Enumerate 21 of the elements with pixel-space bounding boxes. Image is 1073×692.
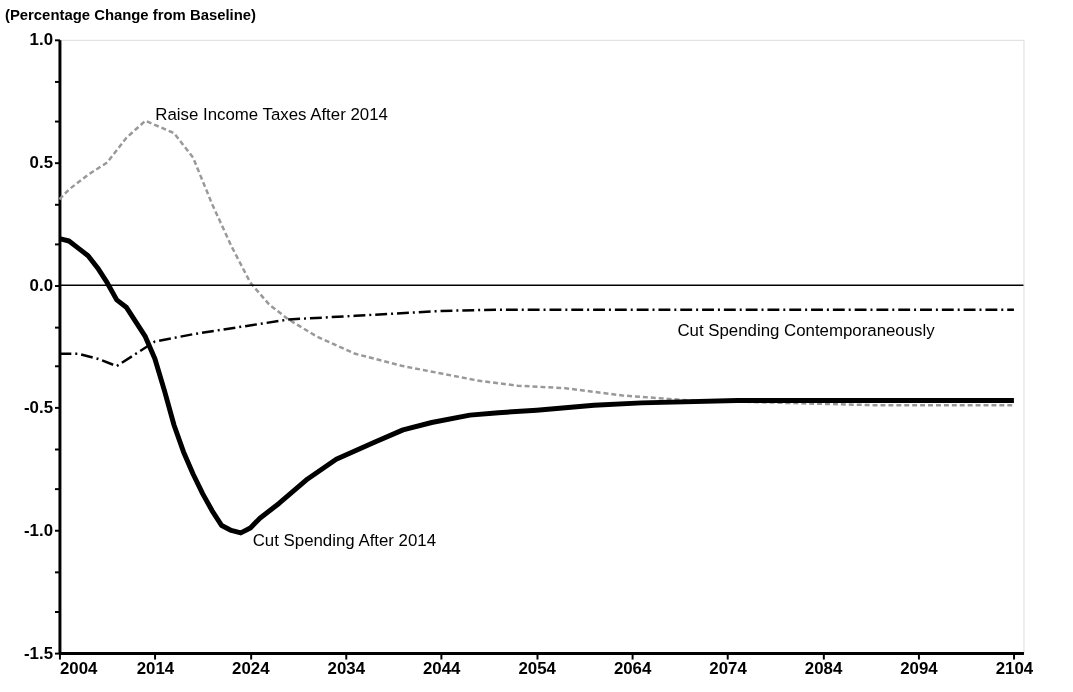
y-tick-label: 1.0 — [29, 30, 54, 50]
y-tick-label: -0.5 — [24, 398, 54, 418]
y-axis-title: (Percentage Change from Baseline) — [4, 7, 257, 24]
x-tick-label: 2034 — [327, 659, 366, 679]
x-tick-label: 2094 — [900, 659, 939, 679]
x-tick-label: 2104 — [995, 659, 1034, 679]
series-label: Raise Income Taxes After 2014 — [155, 104, 388, 124]
x-tick-label: 2044 — [423, 659, 462, 679]
x-tick-label: 2014 — [136, 659, 175, 679]
x-tick-label: 2024 — [232, 659, 271, 679]
series-label: Cut Spending After 2014 — [252, 530, 437, 550]
y-tick-label: -1.0 — [24, 520, 54, 540]
x-tick-label: 2084 — [804, 659, 843, 679]
x-tick-label: 2064 — [613, 659, 652, 679]
x-tick-label: 2074 — [709, 659, 748, 679]
y-tick-label: -1.5 — [24, 643, 54, 663]
x-tick-label: 2054 — [518, 659, 557, 679]
series-label: Cut Spending Contemporaneously — [677, 321, 936, 341]
y-tick-label: 0.0 — [29, 275, 54, 295]
x-tick-label: 2004 — [59, 659, 99, 679]
y-tick-label: 0.5 — [29, 152, 54, 172]
